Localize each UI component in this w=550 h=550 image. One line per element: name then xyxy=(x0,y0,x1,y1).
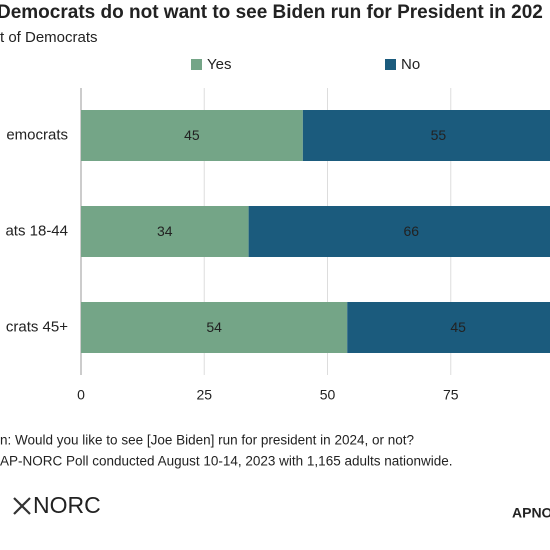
bar xyxy=(302,110,550,161)
logo-mark xyxy=(13,497,31,515)
value-label: 34 xyxy=(157,223,173,239)
chart-title: Democrats do not want to see Biden run f… xyxy=(0,2,543,23)
bar xyxy=(81,302,348,353)
legend-label: No xyxy=(401,56,420,73)
value-label: 45 xyxy=(184,127,200,143)
legend-swatch xyxy=(385,59,396,70)
value-label: 54 xyxy=(206,319,222,335)
note: n: Would you like to see [Joe Biden] run… xyxy=(0,433,414,448)
bar xyxy=(81,110,303,161)
value-label: 66 xyxy=(404,223,420,239)
y-tick-label: crats 45+ xyxy=(6,318,68,335)
legend-label: Yes xyxy=(207,56,231,73)
y-tick-label: emocrats xyxy=(6,126,68,143)
brand: APNO xyxy=(512,505,550,521)
logo: NORC xyxy=(33,492,101,518)
bar xyxy=(81,206,249,257)
x-tick-label: 50 xyxy=(320,387,336,403)
bar xyxy=(248,206,550,257)
chart-subtitle: t of Democrats xyxy=(0,29,98,46)
x-tick-label: 25 xyxy=(196,387,212,403)
value-label: 55 xyxy=(431,127,447,143)
y-tick-label: ats 18-44 xyxy=(5,222,68,239)
x-tick-label: 75 xyxy=(443,387,459,403)
value-label: 45 xyxy=(450,319,466,335)
x-tick-label: 0 xyxy=(77,387,85,403)
legend-swatch xyxy=(191,59,202,70)
note: AP-NORC Poll conducted August 10-14, 202… xyxy=(0,454,453,469)
bar xyxy=(347,302,550,353)
